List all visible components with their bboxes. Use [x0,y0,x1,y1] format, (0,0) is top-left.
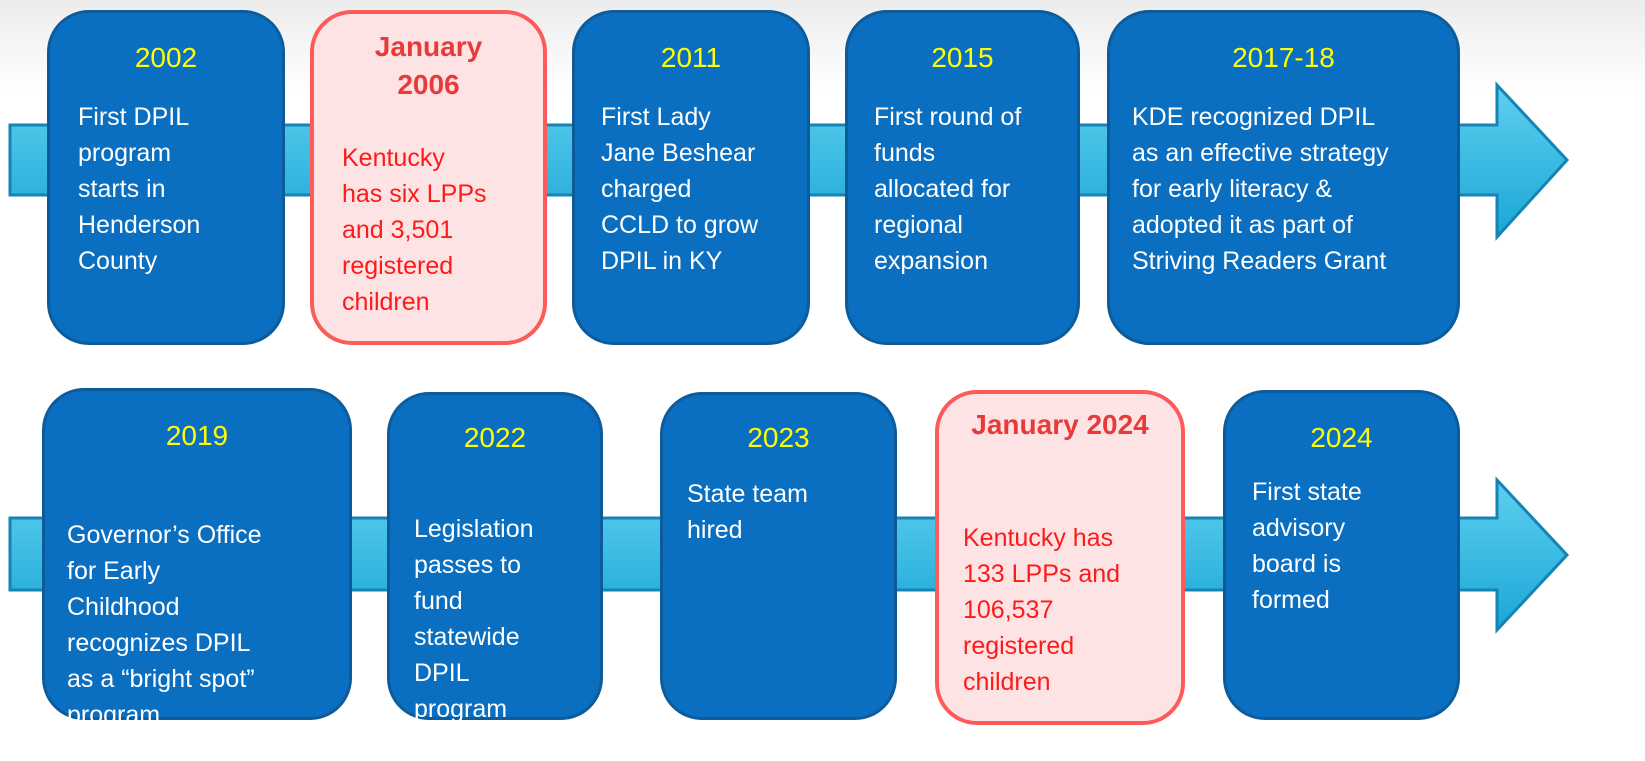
event-text: Legislation passes to fund statewide DPIL pro… [414,511,534,727]
text-line: First round of [874,103,1022,131]
text-line: children [963,668,1051,696]
text-line: advisory [1252,514,1346,542]
text-line: registered [963,632,1075,660]
text-line: for early literacy & [1132,175,1333,203]
event-card: 2022 Legislation passes to fund statewide DPI… [387,392,603,723]
event-card: 2011 First Lady Jane Beshear charged CCLD to… [572,10,810,345]
event-text: First DPIL program starts in Henderson Count… [78,99,200,279]
event-text: KDE recognized DPIL as an effective strat… [1132,99,1389,279]
event-date: 2015 [931,42,994,73]
text-line: board is [1252,550,1341,578]
text-line: expansion [874,247,988,275]
event-card: 2017-18 KDE recognized DPIL as an effectiv… [1107,10,1460,345]
event-date: 2022 [463,422,527,453]
event-date: 2017-18 [1232,42,1335,73]
text-line: State team [687,480,808,508]
event-card: January 2006 Kentucky has six LPPs and 3,50… [310,10,547,345]
text-line: County [78,247,158,275]
event-text: First Lady Jane Beshear charged CCLD to gro… [601,99,758,279]
text-line: DPIL [414,659,470,687]
text-line: 106,537 [963,596,1054,624]
event-date: January 2006 [374,31,483,100]
text-line: for Early [67,557,161,585]
text-line: First DPIL [78,103,190,131]
event-text: Kentucky has six LPPs and 3,501 registered c… [342,140,487,320]
text-line: program [78,139,172,167]
event-card: 2024 First state advisory board is formed [1223,390,1460,720]
text-line: program [414,695,508,723]
text-line: First Lady [601,103,711,131]
text-line: Striving Readers Grant [1132,247,1387,275]
text-line: regional [874,211,963,239]
text-line: statewide [414,623,520,651]
event-card: 2019 Governor’s Office for Early Childhood r… [42,388,352,729]
text-line: Childhood [67,593,180,621]
text-line: allocated for [874,175,1011,203]
text-line: program [67,701,161,729]
text-line: and 3,501 [342,216,454,244]
text-line: children [342,288,430,316]
event-date: 2002 [134,42,198,73]
text-line: fund [414,587,463,615]
text-line: formed [1252,586,1330,614]
text-line: DPIL in KY [601,247,723,275]
text-line: 133 LPPs and [963,560,1121,588]
event-text: Kentucky has 133 LPPs and 106,537 registere… [963,520,1120,700]
text-line: passes to [414,551,522,579]
event-text: First state advisory board is formed [1252,474,1362,618]
text-line: Kentucky [342,144,445,172]
event-date: 2023 [747,422,810,453]
text-line: as an effective strategy [1132,139,1389,167]
text-line: Henderson [78,211,201,239]
event-date: January 2024 [971,409,1149,440]
text-line: recognizes DPIL [67,629,251,657]
event-date: 2024 [1310,422,1373,453]
text-line: Jane Beshear [601,139,756,167]
event-text: First round of funds allocated for regional… [874,99,1021,279]
text-line: adopted it as part of [1132,211,1353,239]
text-line: KDE recognized DPIL [1132,103,1376,131]
text-line: starts in [78,175,166,203]
text-line: CCLD to grow [601,211,758,239]
text-line: Governor’s Office [67,521,262,549]
event-card: January 2024 Kentucky has 133 LPPs and 106,… [935,390,1185,725]
text-line: Kentucky has [963,524,1114,552]
event-card: 2023 State team hired [660,392,897,720]
event-date: 2019 [165,420,229,451]
event-text: State team hired [687,476,808,548]
text-line: First state [1252,478,1362,506]
event-card: 2015 First round of funds allocated for regi… [845,10,1080,345]
event-date: 2011 [660,42,722,73]
text-line: hired [687,516,743,544]
text-line: Legislation [414,515,534,543]
text-line: as a “bright spot” [67,665,255,693]
text-line: has six LPPs [342,180,487,208]
event-text: Governor’s Office for Early Childhood recog… [67,517,262,733]
text-line: funds [874,139,936,167]
text-line: registered [342,252,454,280]
event-card: 2002 First DPIL program starts in Henderson C… [47,10,285,345]
text-line: charged [601,175,692,203]
